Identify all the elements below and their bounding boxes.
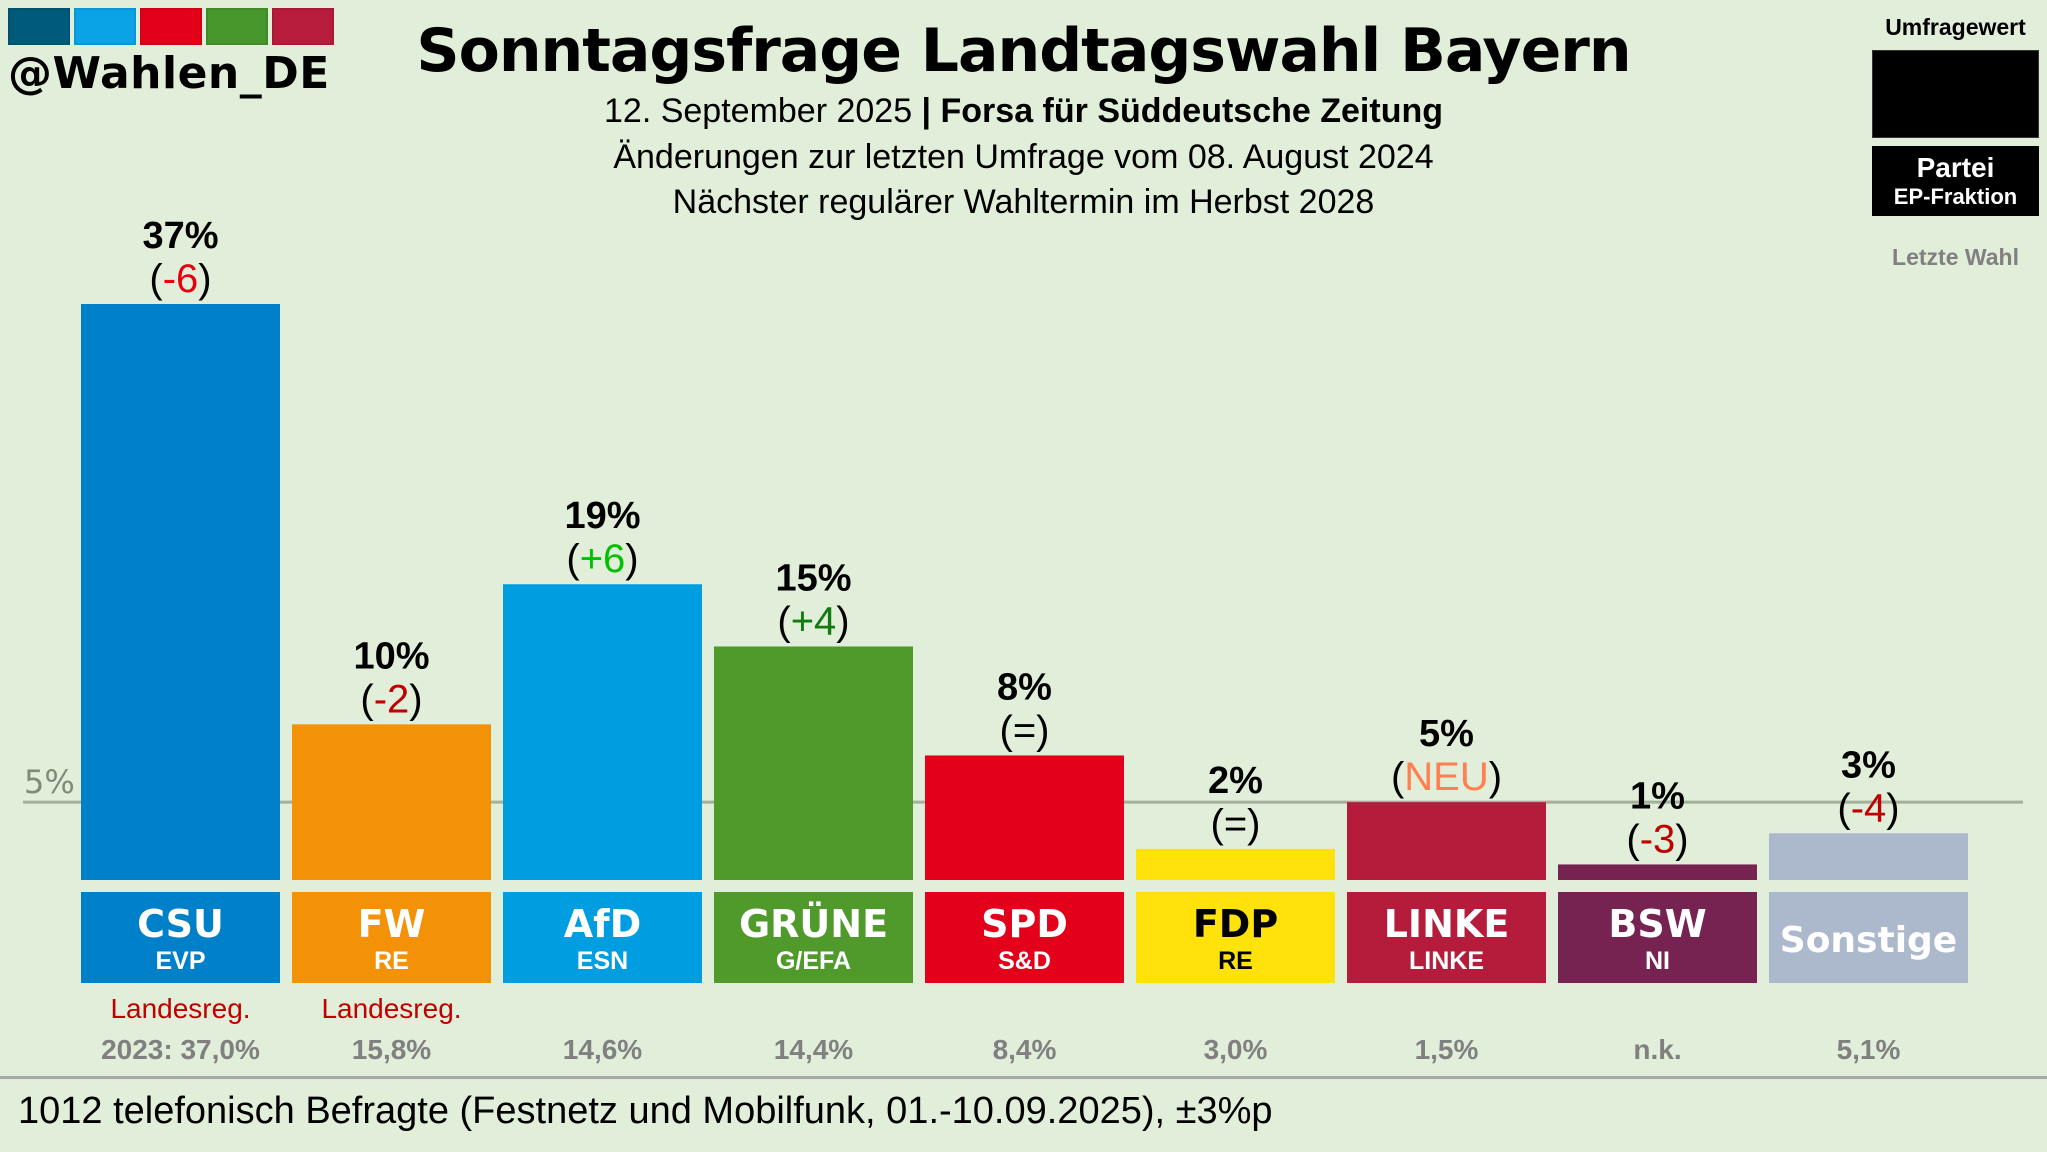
change-label: (-3)	[1626, 817, 1688, 861]
bar-linke	[1347, 802, 1546, 880]
party-group: G/EFA	[776, 947, 851, 975]
legend-party-label: Partei	[1916, 152, 1995, 183]
threshold-label: 5%	[24, 763, 75, 801]
value-label: 5%	[1419, 713, 1474, 755]
party-group: RE	[374, 947, 409, 975]
party-name: BSW	[1608, 902, 1706, 946]
legend-last-election-label: Letzte Wahl	[1892, 244, 2019, 270]
party-group: EVP	[155, 947, 205, 975]
party-label-box	[925, 892, 1124, 983]
party-name: FW	[358, 902, 426, 946]
bar-fdp	[1136, 848, 1335, 880]
party-name: AfD	[564, 902, 641, 946]
legend-group-label: EP-Fraktion	[1893, 184, 2018, 209]
value-label: 8%	[997, 666, 1052, 708]
last-election-value: 1,5%	[1415, 1034, 1479, 1065]
party-name: Sonstige	[1780, 920, 1957, 961]
change-label: (-2)	[360, 677, 422, 721]
party-group: NI	[1645, 947, 1670, 975]
value-label: 15%	[775, 557, 851, 599]
value-label: 37%	[142, 215, 218, 257]
change-label: (+6)	[566, 537, 638, 581]
party-name: FDP	[1193, 902, 1278, 946]
party-group: RE	[1218, 947, 1253, 975]
bar-sonstige	[1769, 833, 1968, 880]
party-group: LINKE	[1409, 947, 1484, 975]
value-label: 1%	[1630, 775, 1685, 817]
footer-note: 1012 telefonisch Befragte (Festnetz und …	[18, 1090, 1273, 1132]
change-label: (-6)	[149, 257, 211, 301]
logo-square	[272, 8, 334, 45]
chart-title: Sonntagsfrage Landtagswahl Bayern	[416, 16, 1631, 86]
logo-square	[8, 8, 70, 45]
last-election-value: 14,6%	[563, 1034, 642, 1065]
bar-fw	[292, 724, 491, 880]
legend: Umfragewert Partei EP-Fraktion Letzte Wa…	[1872, 14, 2039, 271]
party-name: SPD	[981, 902, 1068, 946]
party-label-box	[503, 892, 702, 983]
party-label-box	[714, 892, 913, 983]
last-election-value: 15,8%	[352, 1034, 431, 1065]
poll-institute: Forsa für Süddeutsche Zeitung	[940, 92, 1443, 130]
change-label: (=)	[1210, 802, 1260, 846]
value-label: 10%	[353, 635, 429, 677]
party-label-box	[1558, 892, 1757, 983]
party-label-box	[1347, 892, 1546, 983]
legend-party-swatch: Partei EP-Fraktion	[1872, 146, 2039, 216]
party-group: ESN	[577, 947, 628, 975]
change-label: (-4)	[1837, 786, 1899, 830]
legend-value-label: Umfragewert	[1885, 14, 2026, 40]
next-election-note: Nächster regulärer Wahltermin im Herbst …	[672, 183, 1375, 221]
value-label: 2%	[1208, 760, 1263, 802]
value-label: 19%	[564, 495, 640, 537]
government-note: Landesreg.	[321, 993, 461, 1024]
party-label-box	[1136, 892, 1335, 983]
changes-note: Änderungen zur letzten Umfrage vom 08. A…	[613, 138, 1434, 176]
subtitle-date-institute: 12. September 2025 | Forsa für Süddeutsc…	[0, 92, 2047, 131]
footer-divider	[0, 1076, 2047, 1079]
last-election-value: 8,4%	[993, 1034, 1057, 1065]
bar-afd	[503, 584, 702, 880]
poll-date: 12. September 2025	[604, 92, 913, 130]
bar-bsw	[1558, 864, 1757, 880]
logo-square	[206, 8, 268, 45]
brand-logo	[8, 8, 334, 45]
separator: |	[912, 92, 941, 130]
brand-handle: @Wahlen_DE	[8, 48, 330, 99]
party-name: CSU	[137, 902, 224, 946]
last-election-value: 5,1%	[1837, 1034, 1901, 1065]
party-name: GRÜNE	[739, 902, 888, 946]
last-election-value: 2023: 37,0%	[101, 1034, 260, 1065]
party-group: S&D	[998, 947, 1051, 975]
party-label-box	[81, 892, 280, 983]
bar-grüne	[714, 646, 913, 880]
party-name: LINKE	[1384, 902, 1510, 946]
last-election-value: 3,0%	[1204, 1034, 1268, 1065]
last-election-value: n.k.	[1633, 1034, 1681, 1065]
logo-square	[140, 8, 202, 45]
logo-square	[74, 8, 136, 45]
bar-csu	[81, 304, 280, 880]
party-label-box	[1769, 892, 1968, 983]
last-election-value: 14,4%	[774, 1034, 853, 1065]
change-label: (+4)	[777, 599, 849, 643]
change-label: (=)	[999, 708, 1049, 752]
government-note: Landesreg.	[110, 993, 250, 1024]
party-label-box	[292, 892, 491, 983]
legend-value-swatch	[1872, 50, 2039, 138]
value-label: 3%	[1841, 744, 1896, 786]
change-label: (NEU)	[1391, 755, 1502, 799]
bar-spd	[925, 755, 1124, 880]
